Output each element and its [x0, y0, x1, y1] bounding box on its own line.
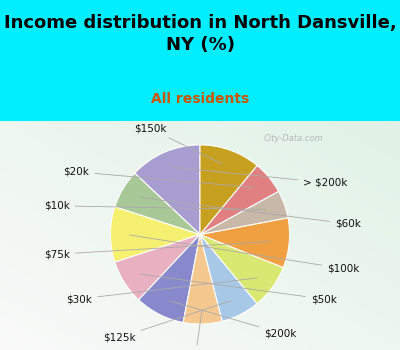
Wedge shape — [115, 234, 200, 300]
Wedge shape — [135, 145, 200, 235]
Text: $150k: $150k — [134, 124, 222, 164]
Wedge shape — [200, 218, 290, 267]
Text: $60k: $60k — [140, 197, 361, 229]
Wedge shape — [200, 145, 257, 235]
Text: $100k: $100k — [129, 235, 360, 274]
Wedge shape — [200, 191, 288, 234]
Wedge shape — [115, 173, 200, 234]
Text: $10k: $10k — [44, 201, 266, 211]
Wedge shape — [110, 207, 200, 262]
Text: $50k: $50k — [141, 274, 336, 304]
Text: Income distribution in North Dansville,
NY (%): Income distribution in North Dansville, … — [4, 14, 396, 54]
Text: $75k: $75k — [44, 241, 270, 259]
Wedge shape — [200, 234, 257, 321]
Text: City-Data.com: City-Data.com — [264, 134, 323, 143]
Wedge shape — [200, 234, 283, 303]
Text: $30k: $30k — [66, 278, 257, 304]
Wedge shape — [139, 234, 200, 322]
Text: $20k: $20k — [64, 167, 254, 187]
Text: $200k: $200k — [169, 301, 297, 338]
Wedge shape — [200, 166, 278, 234]
Text: $40k: $40k — [182, 311, 208, 350]
Text: > $200k: > $200k — [174, 167, 348, 188]
Text: All residents: All residents — [151, 92, 249, 106]
Text: $125k: $125k — [103, 301, 231, 343]
Wedge shape — [183, 234, 222, 324]
